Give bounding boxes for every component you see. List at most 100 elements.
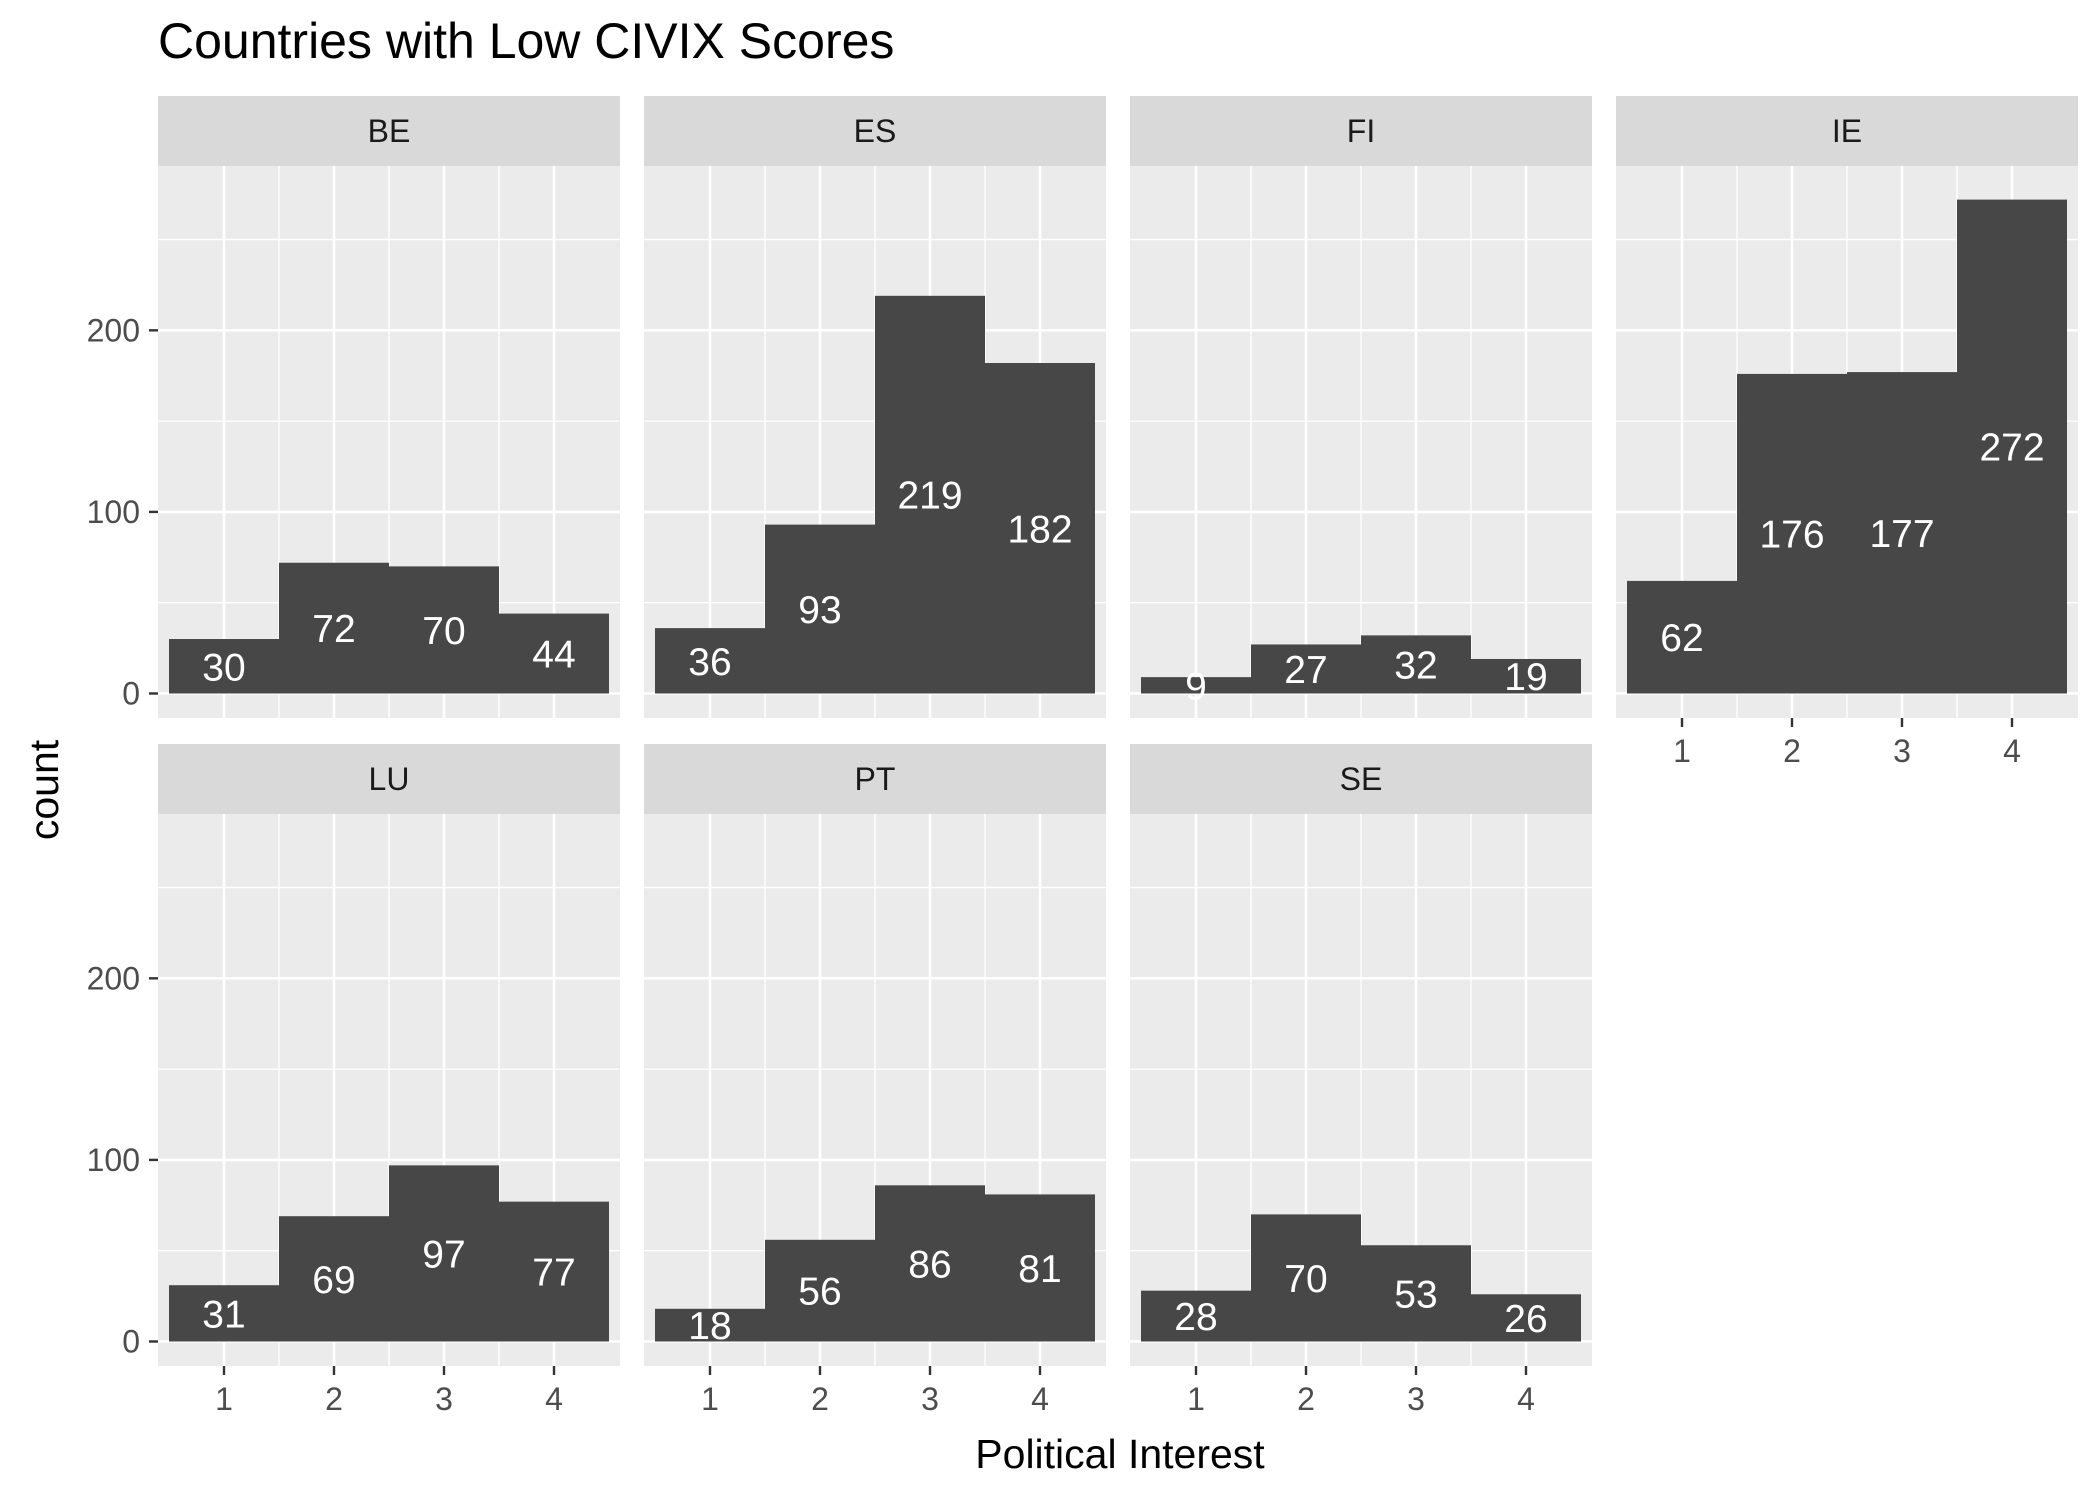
x-tick-label: 4 [545,1381,563,1417]
bar-es-2 [765,524,875,694]
bar-fi-3 [1361,635,1471,694]
x-tick-label: 4 [1517,1381,1535,1417]
facet-panel-ie: IE 62 176 177 272 1 2 3 4 [1616,96,2078,769]
x-tick-label: 1 [701,1381,719,1417]
bar-pt-1 [655,1308,765,1342]
y-tick-label: 0 [122,675,140,711]
bar-pt-2 [765,1239,875,1342]
bar-pt-4 [985,1194,1095,1342]
bar-se-4 [1471,1294,1581,1342]
bar-fi-2 [1251,644,1361,694]
bar-value-label: 72 [312,608,355,651]
bar-ie-1 [1627,580,1737,694]
bar-be-2 [279,562,389,694]
bar-se-2 [1251,1214,1361,1342]
bar-value-label: 27 [1284,649,1327,692]
facet-strip [1616,96,2078,166]
facet-strip-label: ES [854,113,897,149]
bar-value-label: 44 [532,634,575,677]
bar-value-label: 81 [1018,1248,1061,1291]
bar-value-label: 182 [1007,508,1072,551]
bar-value-label: 97 [422,1233,465,1276]
bar-lu-4 [499,1201,609,1342]
bar-ie-2 [1737,373,1847,694]
y-tick-label: 200 [87,960,140,996]
bar-lu-3 [389,1165,499,1342]
y-tick-label: 0 [122,1323,140,1359]
bar-se-3 [1361,1245,1471,1342]
y-axis-title: count [21,739,67,840]
bar-value-label: 36 [688,641,731,684]
bar-value-label: 69 [312,1259,355,1302]
facet-strip-label: LU [369,761,410,797]
x-tick-label: 3 [1407,1381,1425,1417]
x-tick-label: 4 [2003,733,2021,769]
bar-lu-1 [169,1285,279,1342]
facet-strip [1130,96,1592,166]
bar-value-label: 9 [1185,665,1207,708]
x-axis-title: Political Interest [975,1431,1265,1477]
bar-be-3 [389,566,499,694]
bar-value-label: 53 [1394,1273,1437,1316]
facet-panel-es: ES 36 93 219 182 [644,96,1106,718]
bar-value-label: 30 [202,646,245,689]
bar-fi-1 [1141,677,1251,694]
x-tick-label: 3 [435,1381,453,1417]
facet-strip-label: FI [1347,113,1375,149]
bar-value-label: 77 [532,1252,575,1295]
bar-value-label: 62 [1660,617,1703,660]
facet-panel-be: BE 30 72 70 44 0 100 200 [87,96,620,718]
facet-panel-lu: LU 31 69 97 77 0 100 200 1 2 3 4 [87,744,620,1417]
x-tick-label: 2 [811,1381,829,1417]
bar-value-label: 93 [798,589,841,632]
bar-ie-3 [1847,372,1957,694]
facet-strip [644,744,1106,814]
bar-value-label: 26 [1504,1298,1547,1341]
bar-value-label: 19 [1504,656,1547,699]
facet-strip-label: PT [855,761,896,797]
x-tick-label: 1 [1187,1381,1205,1417]
x-tick-label: 1 [1673,733,1691,769]
bar-value-label: 86 [908,1243,951,1286]
facet-panel-pt: PT 18 56 86 81 1 2 3 4 [644,744,1106,1417]
bar-value-label: 219 [897,475,962,518]
bar-es-4 [985,363,1095,694]
facet-panel-fi: FI 9 27 32 19 [1130,96,1592,718]
y-tick-label: 100 [87,494,140,530]
bar-value-label: 176 [1759,514,1824,557]
bar-value-label: 32 [1394,644,1437,687]
bar-be-1 [169,639,279,694]
bar-value-label: 28 [1174,1296,1217,1339]
bar-ie-4 [1957,199,2067,694]
bar-value-label: 70 [422,610,465,653]
facet-strip [158,96,620,166]
y-tick-label: 200 [87,312,140,348]
x-tick-label: 2 [325,1381,343,1417]
bar-value-label: 56 [798,1271,841,1314]
bar-be-4 [499,613,609,694]
bar-value-label: 70 [1284,1258,1327,1301]
bar-fi-4 [1471,658,1581,694]
bar-es-3 [875,295,985,694]
chart-title: Countries with Low CIVIX Scores [158,13,894,69]
bar-value-label: 31 [202,1293,245,1336]
facet-strip [158,744,620,814]
facet-strip-label: BE [368,113,411,149]
bar-value-label: 272 [1979,427,2044,470]
bar-se-1 [1141,1290,1251,1342]
x-tick-label: 2 [1297,1381,1315,1417]
x-tick-label: 4 [1031,1381,1049,1417]
x-tick-label: 3 [1893,733,1911,769]
facet-panel-se: SE 28 70 53 26 1 2 3 4 [1130,744,1592,1417]
facet-strip [644,96,1106,166]
x-tick-label: 2 [1783,733,1801,769]
bar-lu-2 [279,1216,389,1342]
bar-es-1 [655,628,765,694]
x-tick-label: 3 [921,1381,939,1417]
facet-strip-label: SE [1340,761,1383,797]
facet-strip-label: IE [1832,113,1862,149]
y-tick-label: 100 [87,1142,140,1178]
bar-value-label: 177 [1869,513,1934,556]
